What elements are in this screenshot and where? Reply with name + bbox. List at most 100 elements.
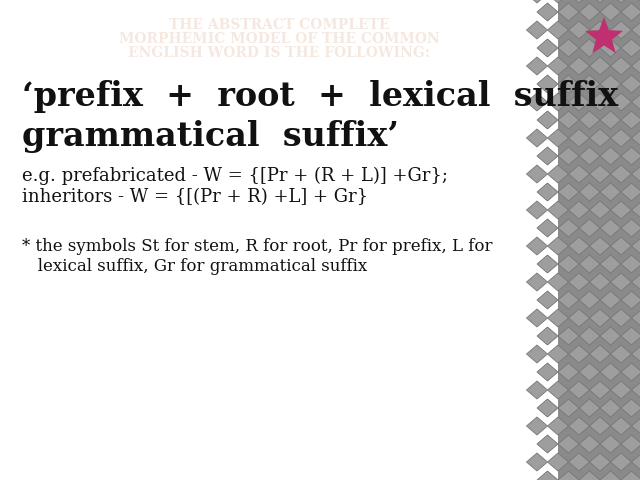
Polygon shape: [547, 345, 568, 363]
Polygon shape: [621, 39, 640, 57]
Polygon shape: [568, 273, 589, 291]
Polygon shape: [547, 165, 568, 183]
Polygon shape: [527, 165, 547, 183]
Polygon shape: [527, 0, 547, 3]
Polygon shape: [589, 165, 611, 183]
Polygon shape: [600, 471, 621, 480]
Polygon shape: [537, 399, 558, 417]
Polygon shape: [527, 57, 547, 75]
Polygon shape: [558, 363, 579, 381]
Polygon shape: [558, 111, 579, 129]
Polygon shape: [632, 237, 640, 255]
Polygon shape: [611, 381, 632, 399]
Text: lexical suffix, Gr for grammatical suffix: lexical suffix, Gr for grammatical suffi…: [22, 258, 367, 275]
Polygon shape: [611, 93, 632, 111]
Polygon shape: [611, 453, 632, 471]
Polygon shape: [547, 201, 568, 219]
Polygon shape: [600, 363, 621, 381]
Polygon shape: [568, 417, 589, 435]
Polygon shape: [611, 0, 632, 3]
Polygon shape: [600, 183, 621, 201]
Polygon shape: [589, 381, 611, 399]
Polygon shape: [632, 453, 640, 471]
Polygon shape: [600, 219, 621, 237]
Polygon shape: [547, 21, 568, 39]
Polygon shape: [589, 129, 611, 147]
Polygon shape: [611, 309, 632, 327]
Text: ENGLISH WORD IS THE FOLLOWING:: ENGLISH WORD IS THE FOLLOWING:: [128, 46, 430, 60]
Polygon shape: [632, 273, 640, 291]
Text: THE ABSTRACT COMPLETE: THE ABSTRACT COMPLETE: [169, 18, 389, 32]
Polygon shape: [527, 345, 547, 363]
Polygon shape: [537, 147, 558, 165]
Polygon shape: [527, 309, 547, 327]
Polygon shape: [527, 201, 547, 219]
Polygon shape: [568, 165, 589, 183]
Polygon shape: [558, 291, 579, 309]
Polygon shape: [621, 435, 640, 453]
Polygon shape: [527, 93, 547, 111]
Polygon shape: [579, 471, 600, 480]
Polygon shape: [547, 417, 568, 435]
Polygon shape: [527, 273, 547, 291]
Polygon shape: [632, 345, 640, 363]
Polygon shape: [600, 111, 621, 129]
Polygon shape: [579, 3, 600, 21]
Polygon shape: [600, 291, 621, 309]
Text: ‘prefix  +  root  +  lexical  suffix  +: ‘prefix + root + lexical suffix +: [22, 80, 640, 113]
Polygon shape: [568, 381, 589, 399]
Polygon shape: [547, 0, 568, 3]
Polygon shape: [558, 327, 579, 345]
Polygon shape: [547, 453, 568, 471]
Polygon shape: [579, 399, 600, 417]
Polygon shape: [537, 327, 558, 345]
Polygon shape: [527, 237, 547, 255]
Polygon shape: [547, 129, 568, 147]
Polygon shape: [579, 111, 600, 129]
Polygon shape: [537, 471, 558, 480]
Polygon shape: [537, 291, 558, 309]
Polygon shape: [558, 147, 579, 165]
Polygon shape: [589, 273, 611, 291]
Bar: [558, 0, 640, 480]
Polygon shape: [589, 21, 611, 39]
Polygon shape: [579, 39, 600, 57]
Polygon shape: [621, 111, 640, 129]
Polygon shape: [579, 435, 600, 453]
Polygon shape: [589, 201, 611, 219]
Polygon shape: [537, 183, 558, 201]
Polygon shape: [611, 57, 632, 75]
Polygon shape: [632, 165, 640, 183]
Polygon shape: [585, 17, 623, 53]
Polygon shape: [589, 93, 611, 111]
Polygon shape: [558, 219, 579, 237]
Polygon shape: [621, 327, 640, 345]
Polygon shape: [579, 147, 600, 165]
Polygon shape: [611, 345, 632, 363]
Polygon shape: [600, 39, 621, 57]
Polygon shape: [579, 327, 600, 345]
Polygon shape: [621, 219, 640, 237]
Polygon shape: [568, 309, 589, 327]
Polygon shape: [527, 381, 547, 399]
Polygon shape: [558, 3, 579, 21]
Polygon shape: [611, 129, 632, 147]
Polygon shape: [537, 255, 558, 273]
Polygon shape: [632, 129, 640, 147]
Polygon shape: [621, 255, 640, 273]
Polygon shape: [621, 363, 640, 381]
Polygon shape: [589, 345, 611, 363]
Polygon shape: [527, 129, 547, 147]
Polygon shape: [579, 291, 600, 309]
Polygon shape: [547, 237, 568, 255]
Polygon shape: [589, 0, 611, 3]
Polygon shape: [558, 183, 579, 201]
Polygon shape: [579, 75, 600, 93]
Polygon shape: [579, 219, 600, 237]
Polygon shape: [600, 75, 621, 93]
Polygon shape: [568, 237, 589, 255]
Polygon shape: [600, 399, 621, 417]
Polygon shape: [579, 255, 600, 273]
Polygon shape: [611, 237, 632, 255]
Polygon shape: [568, 93, 589, 111]
